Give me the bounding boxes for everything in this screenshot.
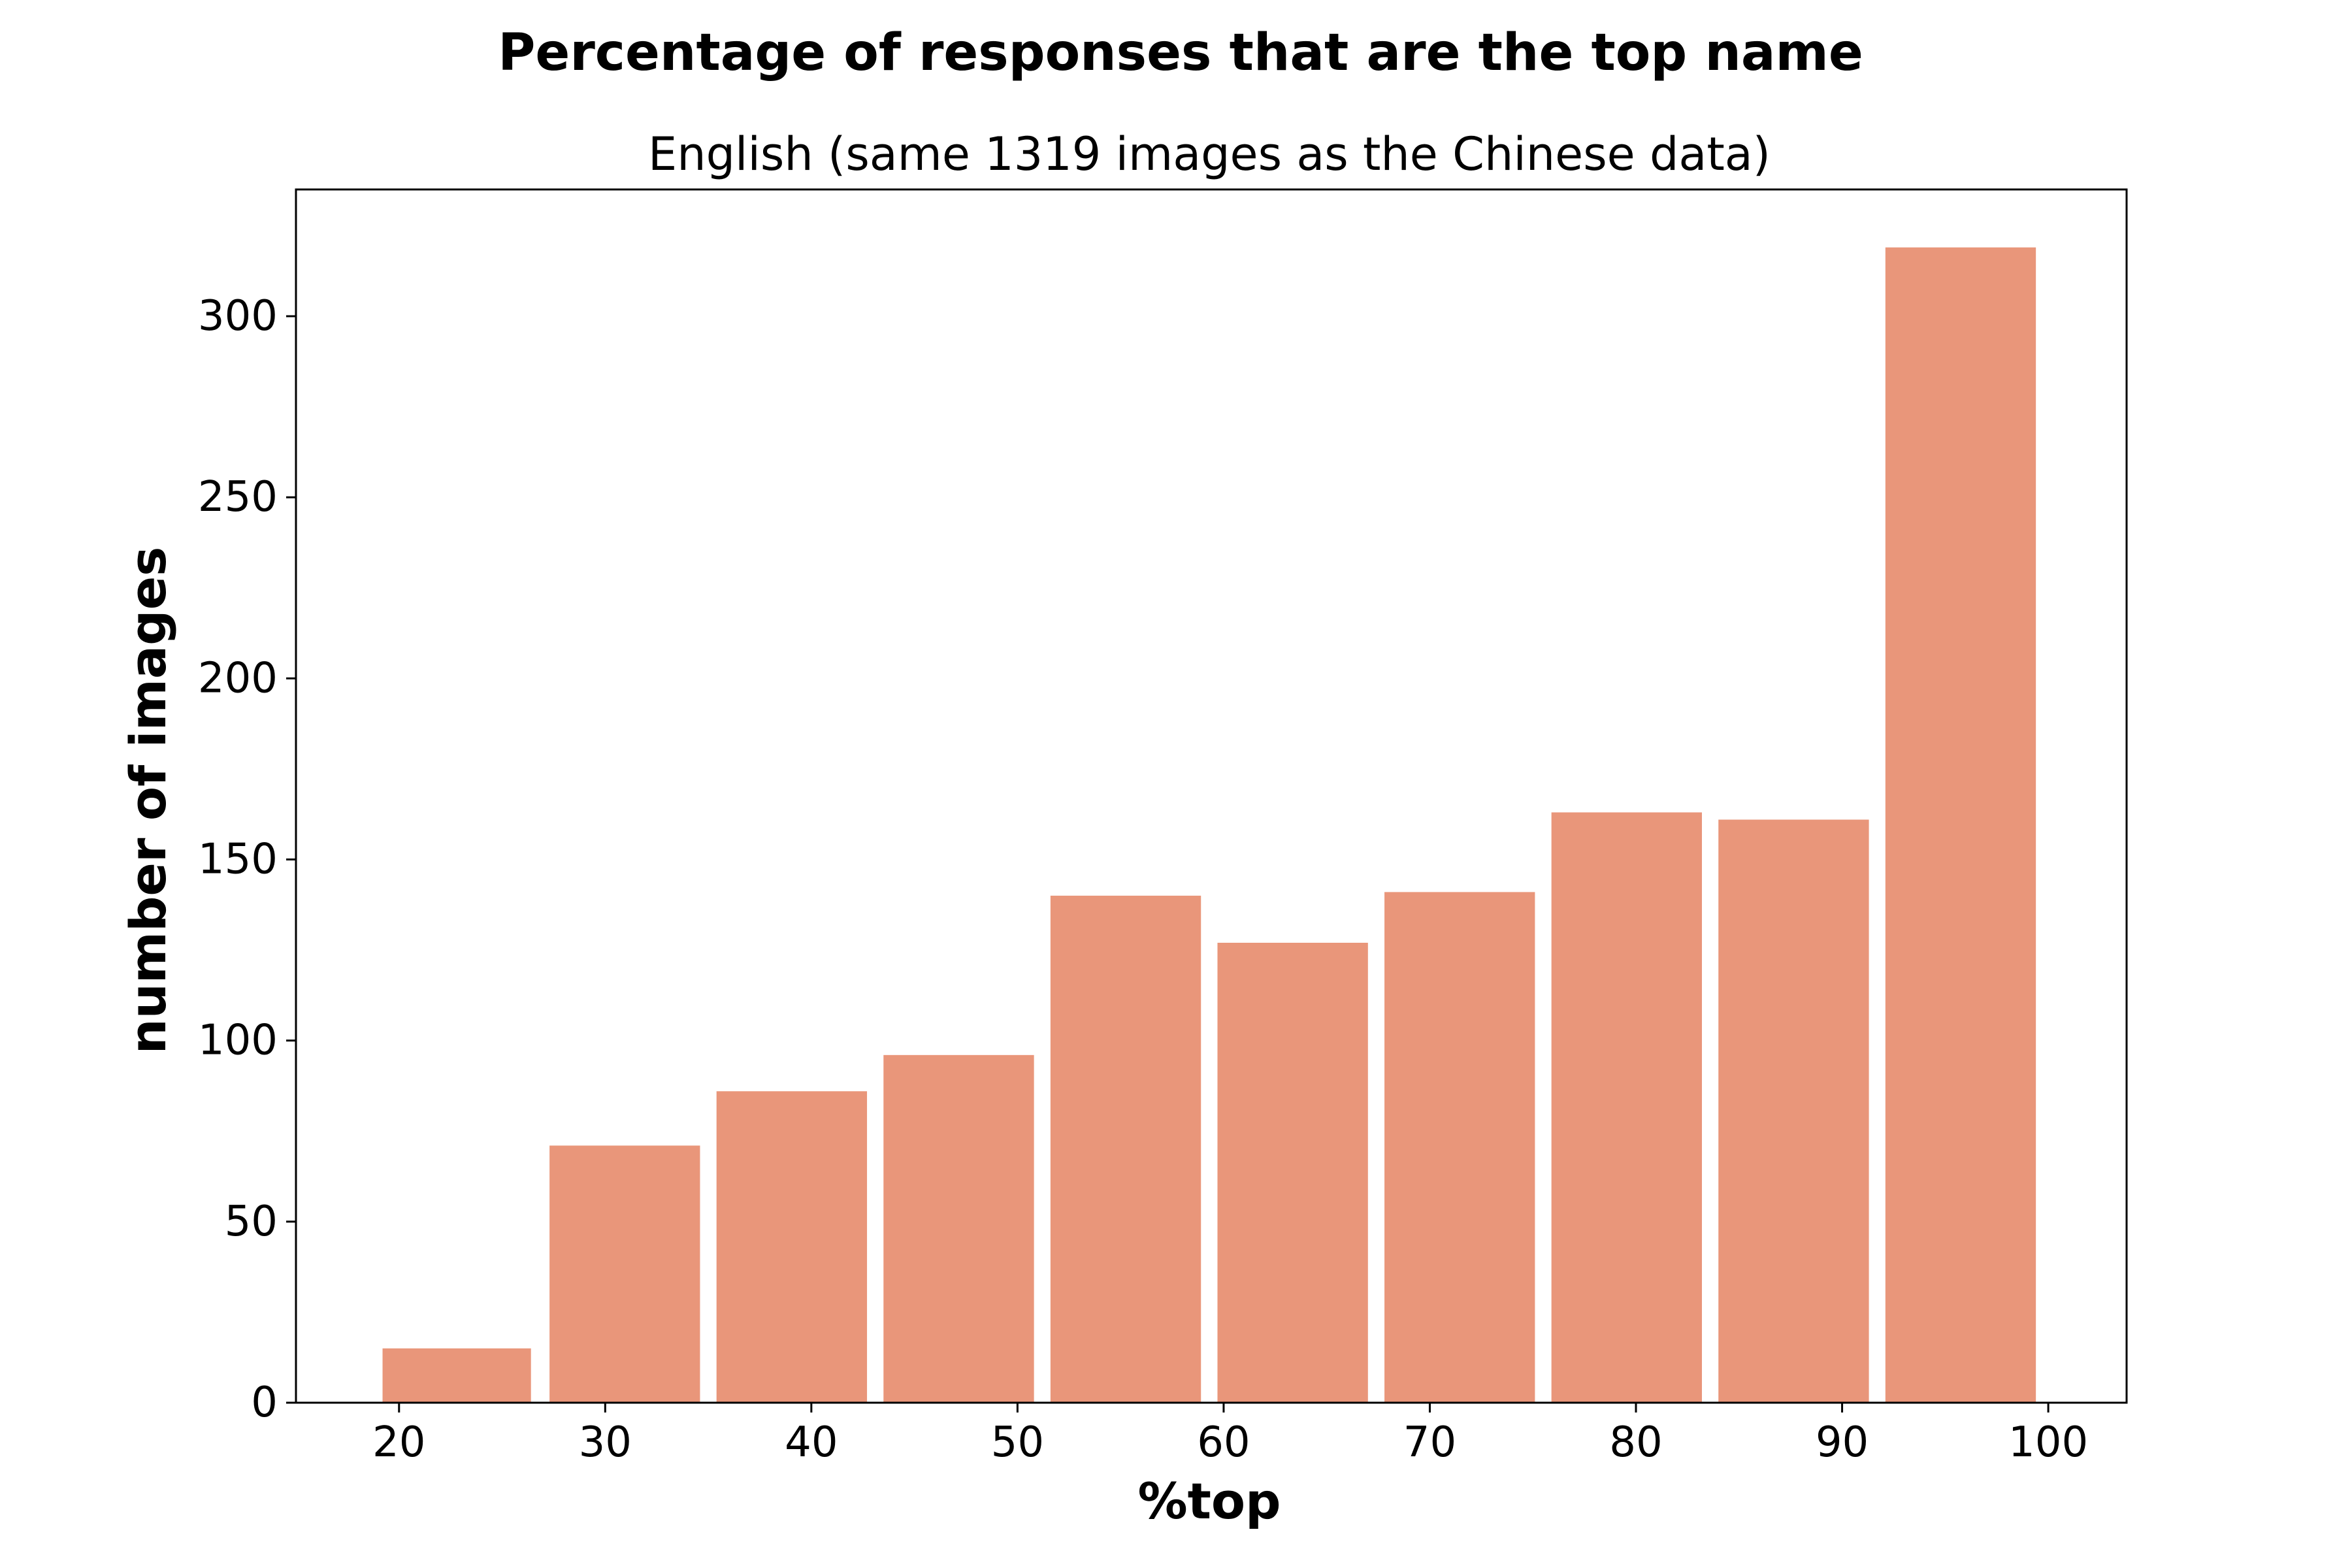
y-tick-label: 300	[198, 292, 278, 340]
y-tick-label: 250	[198, 473, 278, 521]
x-tick-label: 100	[2008, 1418, 2088, 1467]
bar	[1217, 943, 1368, 1403]
x-tick-label: 30	[579, 1418, 632, 1467]
y-tick-label: 0	[251, 1379, 278, 1427]
bars-group	[382, 247, 2036, 1403]
bar	[1718, 819, 1869, 1403]
x-tick-label: 50	[991, 1418, 1044, 1467]
bar	[1384, 892, 1535, 1403]
y-axis-ticks: 0 50 100 150 200 250 300	[198, 292, 296, 1427]
x-tick-label: 20	[372, 1418, 425, 1467]
bar	[883, 1054, 1034, 1403]
x-axis-ticks: 20 30 40 50 60 70 80 90 100	[372, 1403, 2088, 1467]
y-tick-label: 50	[225, 1198, 278, 1246]
bar	[1885, 247, 2036, 1403]
x-tick-label: 40	[785, 1418, 838, 1467]
x-axis-label: %top	[1137, 1472, 1281, 1530]
bar	[1050, 895, 1201, 1403]
x-tick-label: 90	[1816, 1418, 1869, 1467]
x-tick-label: 70	[1403, 1418, 1456, 1467]
bar	[716, 1091, 868, 1403]
x-tick-label: 60	[1197, 1418, 1250, 1467]
y-axis-label: number of images	[119, 547, 177, 1054]
chart-title: Percentage of responses that are the top…	[498, 24, 1863, 82]
bar	[1551, 812, 1702, 1403]
y-tick-label: 100	[198, 1017, 278, 1065]
y-tick-label: 150	[198, 836, 278, 884]
bar	[382, 1348, 531, 1403]
y-tick-label: 200	[198, 654, 278, 702]
chart-subtitle: English (same 1319 images as the Chinese…	[648, 127, 1771, 181]
plot-frame	[295, 188, 2128, 1404]
x-tick-label: 80	[1609, 1418, 1662, 1467]
bar	[549, 1145, 700, 1403]
